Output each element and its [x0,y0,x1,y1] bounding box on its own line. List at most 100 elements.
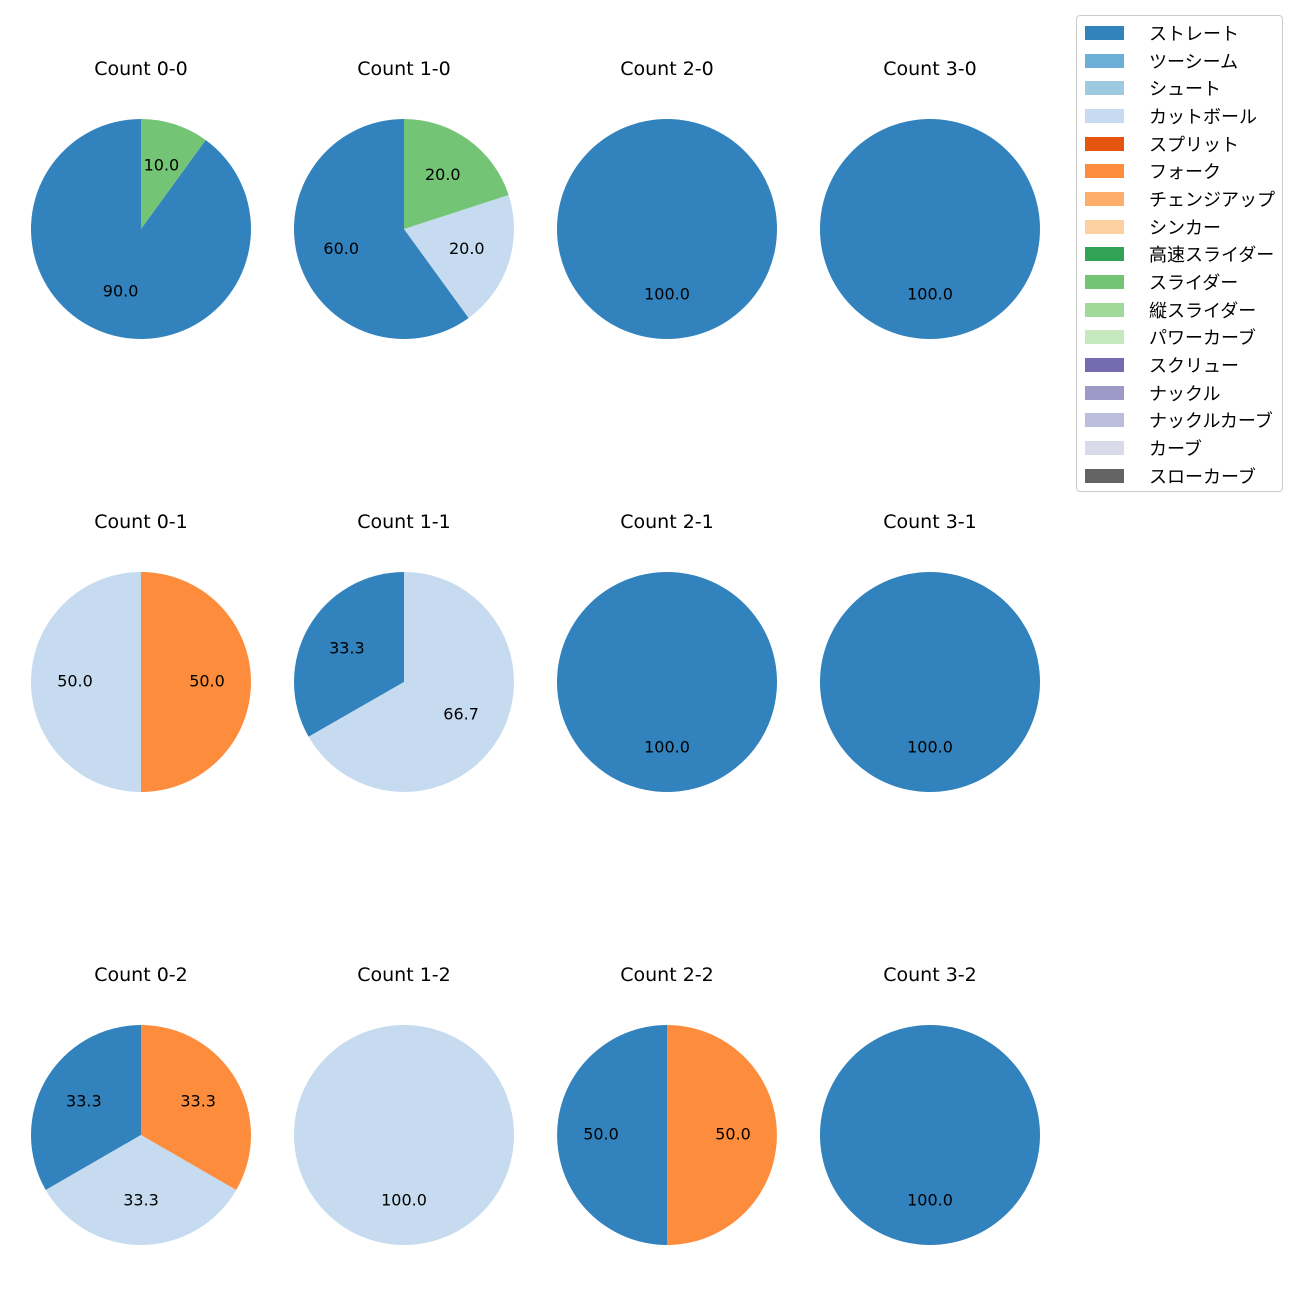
pie-label: 20.0 [449,239,485,258]
legend-item: チェンジアップ [1077,185,1282,213]
legend-swatch [1085,191,1124,206]
pie-slice-count-0-0-1 [141,118,206,229]
pie-label: 50.0 [583,1125,619,1144]
pie-slice-count-0-2-0 [31,1025,142,1190]
legend-swatch [1085,330,1124,345]
pie-slice-count-1-1-0 [293,572,404,737]
legend-swatch [1085,413,1124,428]
pie-label: 50.0 [189,672,225,691]
legend-item: シンカー [1077,213,1282,241]
legend-swatch [1085,385,1124,400]
legend-item: ツーシーム [1077,47,1282,75]
pie-label: 33.3 [180,1092,216,1111]
legend-label: カットボール [1149,106,1257,128]
legend-item: スクリュー [1077,351,1282,379]
legend-item: フォーク [1077,157,1282,185]
legend-label: シュート [1149,79,1221,101]
pie-label: 10.0 [144,156,180,175]
legend-label: チェンジアップ [1149,189,1275,211]
pie-title: Count 3-0 [883,58,977,80]
legend-swatch [1085,441,1124,456]
legend-label: スプリット [1149,134,1239,156]
pie-slice-count-1-0-2 [404,119,509,229]
pie-slice-count-2-1-0 [557,572,777,792]
legend-swatch [1085,275,1124,290]
legend-swatch [1085,25,1124,40]
pie-label: 100.0 [644,738,690,757]
pie-panel-count-0-2: Count 0-2 33.3 33.3 33.3 [31,964,251,1245]
pie-label: 66.7 [443,705,479,724]
legend-item: パワーカーブ [1077,324,1282,352]
pie-label: 100.0 [381,1191,427,1210]
pie-label: 100.0 [907,738,953,757]
legend-item: シュート [1077,74,1282,102]
legend-swatch [1085,108,1124,123]
pie-title: Count 0-0 [94,58,188,80]
pie-title: Count 3-2 [883,964,977,986]
legend-swatch [1085,302,1124,317]
pie-slice-count-0-1-0 [31,572,141,792]
legend-item: カットボール [1077,102,1282,130]
pie-label: 100.0 [907,1191,953,1210]
pie-panel-count-1-2: Count 1-2 100.0 [294,964,514,1245]
legend: ストレート ツーシームシュートカットボール スプリット フォークチェンジアップ シンカー… [1076,15,1283,492]
pie-slice-count-2-0-0 [557,119,777,339]
pie-label: 100.0 [907,285,953,304]
legend-item: 縦スライダー [1077,296,1282,324]
pie-panel-count-3-2: Count 3-2 100.0 [820,964,1040,1245]
legend-swatch [1085,81,1124,96]
legend-label: ナックル [1149,383,1221,405]
legend-swatch [1085,53,1124,68]
legend-item: ストレート [1077,19,1282,47]
pie-label: 33.3 [329,638,365,657]
pie-label: 50.0 [715,1125,751,1144]
pie-label: 20.0 [425,165,461,184]
pie-slice-count-0-0-0 [31,119,252,339]
legend-swatch [1085,247,1124,262]
legend-label: スローカーブ [1149,466,1256,488]
pie-label: 50.0 [57,672,93,691]
legend-label: スクリュー [1149,356,1239,378]
legend-swatch [1085,219,1124,234]
pie-label: 90.0 [103,281,139,300]
pie-slice-count-2-2-0 [557,1025,667,1245]
legend-swatch [1085,164,1124,179]
legend-item: スローカーブ [1077,462,1282,490]
pie-panel-count-3-0: Count 3-0 100.0 [820,58,1040,339]
pie-slice-count-3-1-0 [820,572,1040,792]
legend-label: ストレート [1149,23,1239,45]
pie-panel-count-2-1: Count 2-1 100.0 [557,511,777,792]
pie-title: Count 2-1 [620,511,714,533]
pie-panel-count-0-0: Count 0-0 90.0 10.0 [31,58,252,339]
pie-label: 33.3 [123,1191,159,1210]
pie-slice-count-1-1-1 [308,572,514,792]
pie-slice-count-0-2-2 [141,1025,251,1190]
pie-slice-count-1-0-1 [404,195,515,318]
legend-item: スライダー [1077,268,1282,296]
pie-panel-count-1-1: Count 1-1 33.3 66.7 [293,511,514,792]
legend-item: ナックル [1077,379,1282,407]
legend-swatch [1085,136,1124,151]
legend-swatch [1085,358,1124,373]
legend-label: スライダー [1149,273,1239,295]
legend-label: カーブ [1149,439,1202,461]
legend-label: ナックルカーブ [1149,411,1273,433]
pie-slice-count-2-2-1 [667,1025,777,1245]
pie-label: 33.3 [66,1092,102,1111]
legend-label: シンカー [1149,217,1221,239]
pie-slice-count-3-2-0 [820,1025,1040,1245]
pie-slice-count-1-2-0 [294,1025,514,1245]
legend-label: 高速スライダー [1149,245,1275,267]
pie-title: Count 3-1 [883,511,977,533]
pie-title: Count 2-0 [620,58,714,80]
pie-title: Count 1-2 [357,964,451,986]
legend-item: 高速スライダー [1077,241,1282,269]
legend-item: スプリット [1077,130,1282,158]
pie-panel-count-2-0: Count 2-0 100.0 [557,58,777,339]
pie-title: Count 2-2 [620,964,714,986]
pie-title: Count 0-1 [94,511,188,533]
pie-panel-count-3-1: Count 3-1 100.0 [820,511,1040,792]
pie-slice-count-0-2-1 [45,1135,237,1245]
pie-panel-count-1-0: Count 1-0 60.0 20.0 20.0 [294,58,515,339]
legend-swatch [1085,468,1124,483]
